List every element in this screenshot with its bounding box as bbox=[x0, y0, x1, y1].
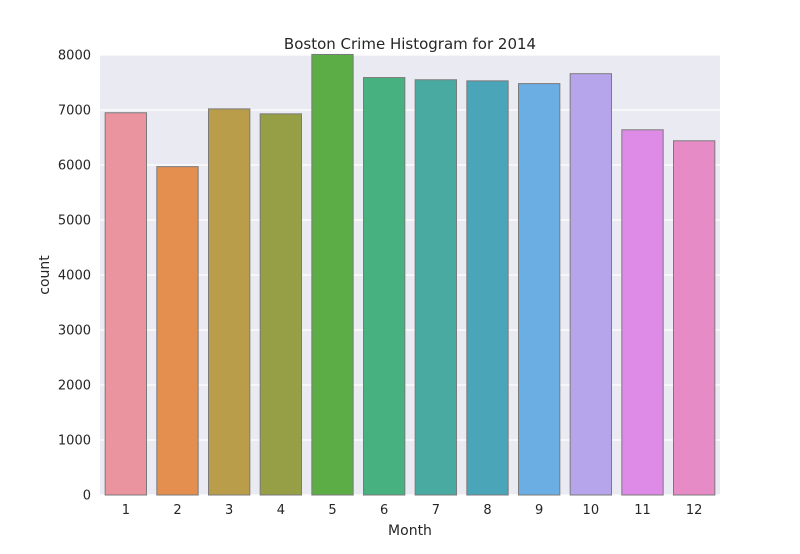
bar-month-12 bbox=[673, 140, 716, 496]
bar-month-9 bbox=[518, 83, 561, 496]
bar-month-4 bbox=[259, 113, 302, 496]
y-tick-label: 8000 bbox=[58, 49, 91, 64]
x-tick-label: 2 bbox=[173, 503, 181, 518]
bar-month-2 bbox=[156, 166, 199, 496]
bar-month-6 bbox=[363, 77, 406, 496]
x-tick-label: 11 bbox=[634, 503, 651, 518]
x-tick-label: 6 bbox=[380, 503, 388, 518]
y-tick-label: 3000 bbox=[58, 324, 91, 339]
bar-month-8 bbox=[466, 80, 509, 496]
x-tick-labels: 1 2 3 4 5 6 7 8 9 10 11 12 bbox=[122, 503, 703, 518]
y-tick-label: 2000 bbox=[58, 379, 91, 394]
bars bbox=[104, 53, 716, 496]
y-tick-label: 0 bbox=[83, 489, 91, 504]
chart-title: Boston Crime Histogram for 2014 bbox=[284, 35, 536, 53]
bar-month-5 bbox=[311, 53, 354, 496]
x-tick-label: 8 bbox=[483, 503, 491, 518]
bar-month-1 bbox=[104, 112, 147, 496]
y-tick-label: 7000 bbox=[58, 104, 91, 119]
x-axis-label: Month bbox=[388, 523, 432, 539]
x-tick-label: 5 bbox=[328, 503, 336, 518]
x-tick-label: 3 bbox=[225, 503, 233, 518]
y-tick-label: 4000 bbox=[58, 269, 91, 284]
bar-month-3 bbox=[208, 108, 251, 496]
gridlines bbox=[100, 54, 720, 496]
y-tick-label: 1000 bbox=[58, 434, 91, 449]
y-tick-label: 5000 bbox=[58, 214, 91, 229]
x-tick-label: 1 bbox=[122, 503, 130, 518]
bar-month-11 bbox=[621, 129, 664, 496]
bar-month-10 bbox=[569, 73, 613, 496]
x-tick-label: 4 bbox=[277, 503, 285, 518]
bar-month-7 bbox=[414, 79, 457, 496]
x-tick-label: 10 bbox=[583, 503, 600, 518]
y-tick-label: 6000 bbox=[58, 159, 91, 174]
y-axis-label: count bbox=[37, 255, 53, 295]
y-tick-labels: 0 1000 2000 3000 4000 5000 6000 7000 8000 bbox=[58, 49, 91, 504]
x-tick-label: 12 bbox=[686, 503, 703, 518]
x-tick-label: 9 bbox=[535, 503, 543, 518]
x-tick-label: 7 bbox=[432, 503, 440, 518]
